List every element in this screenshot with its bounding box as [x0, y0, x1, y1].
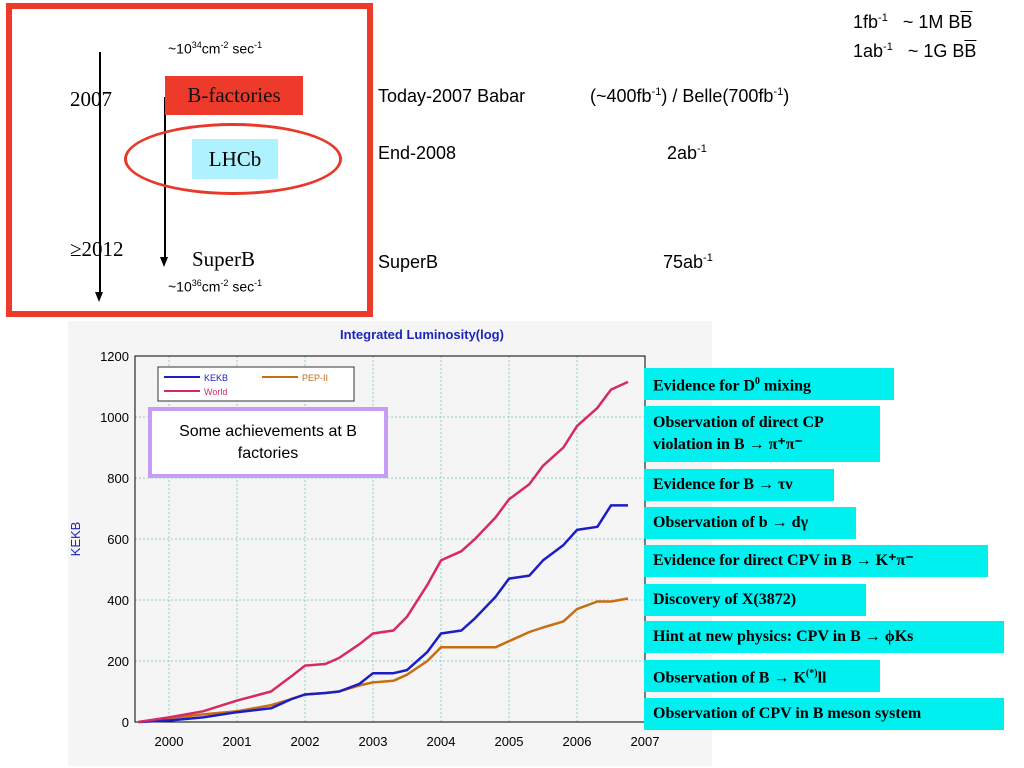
timeline-arrow-left — [99, 52, 101, 292]
chart-title: Integrated Luminosity(log) — [340, 327, 504, 342]
lhcb-ellipse — [124, 123, 342, 195]
y-tick-label: 1000 — [100, 410, 129, 425]
year-2007-label: 2007 — [70, 87, 112, 111]
chart-legend — [157, 366, 355, 402]
achievement-b-dgamma: Observation of b → dγ — [644, 507, 856, 539]
row-today-value: (~400fb-1) / Belle(700fb-1) — [590, 86, 790, 106]
x-tick-label: 2007 — [631, 734, 660, 749]
achievement-cpv-b-meson: Observation of CPV in B meson system — [644, 698, 1004, 730]
conversion-line-1: 1fb-1 ~ 1M BB — [853, 12, 973, 32]
timeline-frame — [6, 3, 373, 317]
y-tick-label: 400 — [107, 593, 129, 608]
y-tick-label: 800 — [107, 471, 129, 486]
achievement-direct-cpv: Evidence for direct CPV in B → K⁺π⁻ — [644, 545, 988, 577]
achievements-note: Some achievements at B factories — [148, 407, 388, 478]
arrow-down-icon — [95, 292, 103, 302]
achievement-new-physics: Hint at new physics: CPV in B → ϕKs — [644, 621, 1004, 653]
arrow-down-icon — [160, 257, 168, 267]
bfactories-label: B-factories — [165, 76, 303, 115]
achievement-x3872: Discovery of X(3872) — [644, 584, 866, 616]
row-superb-label: SuperB — [378, 252, 439, 272]
legend-label-kekb: KEKB — [204, 373, 228, 383]
x-tick-label: 2004 — [427, 734, 456, 749]
x-tick-label: 2000 — [155, 734, 184, 749]
y-tick-label: 0 — [122, 715, 129, 730]
achievement-direct-cp: Observation of direct CP violation in B →… — [644, 406, 880, 462]
conversion-line-2: 1ab-1 ~ 1G BB — [853, 41, 977, 61]
x-tick-label: 2006 — [563, 734, 592, 749]
achievement-tau-nu: Evidence for B → τν — [644, 469, 834, 501]
x-tick-label: 2003 — [359, 734, 388, 749]
y-axis-label: KEKB — [68, 522, 83, 557]
y-tick-label: 600 — [107, 532, 129, 547]
lhcb-label: LHCb — [192, 139, 278, 179]
legend-label-world: World — [204, 387, 227, 397]
legend-label-pep-ii: PEP-II — [302, 373, 328, 383]
achievement-d0-mixing: Evidence for D0 mixing — [644, 368, 894, 400]
x-tick-label: 2001 — [223, 734, 252, 749]
row-today-label: Today-2007 Babar — [378, 86, 526, 106]
year-2012-label: ≥2012 — [70, 237, 124, 261]
superb-label: SuperB — [192, 247, 255, 271]
plot-frame — [134, 355, 646, 723]
series-line-pep-ii — [138, 597, 629, 724]
luminosity-rate-top: ~1034cm-2 sec-1 — [168, 40, 263, 57]
row-2008-value: 2ab-1 — [667, 143, 707, 163]
series-line-kekb — [138, 504, 628, 724]
x-tick-label: 2005 — [495, 734, 524, 749]
row-2008-label: End-2008 — [378, 143, 457, 163]
luminosity-rate-bottom: ~1036cm-2 sec-1 — [168, 278, 263, 295]
y-tick-label: 1200 — [100, 349, 129, 364]
y-tick-label: 200 — [107, 654, 129, 669]
series-line-world — [138, 380, 629, 724]
x-tick-label: 2002 — [291, 734, 320, 749]
row-superb-value: 75ab-1 — [663, 252, 713, 272]
achievement-b-kll: Observation of B → K(*)ll — [644, 660, 880, 692]
